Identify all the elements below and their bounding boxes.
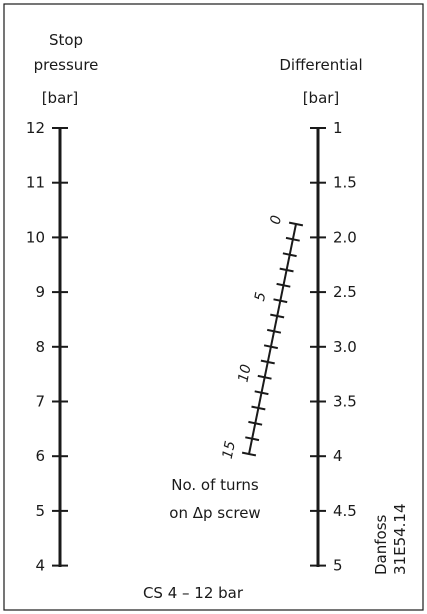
stop-pressure-tick-label: 4	[35, 557, 45, 575]
differential-title: Differential	[279, 56, 362, 74]
turns-tick	[282, 252, 297, 258]
turns-tick	[270, 313, 285, 319]
turns-line	[248, 223, 297, 455]
differential-tick-label: 3.5	[333, 393, 357, 411]
stop-pressure-tick-label: 6	[35, 447, 45, 465]
turns-label: 15	[220, 440, 239, 461]
turns-tick	[257, 374, 272, 380]
turns-tick	[254, 390, 269, 396]
turns-scale: 0 5 10 15	[220, 214, 304, 461]
turns-label: 0	[268, 214, 285, 226]
differential-tick-label: 3.0	[333, 338, 357, 356]
side-label-line1: Danfoss	[372, 514, 390, 575]
differential-tick-label: 2.5	[333, 283, 357, 301]
stop-pressure-tick-label: 12	[26, 119, 45, 137]
turns-tick	[285, 236, 300, 242]
stop-pressure-tick-label: 9	[35, 283, 45, 301]
turns-label: 10	[235, 363, 254, 384]
differential-tick-label: 4	[333, 447, 343, 465]
differential-unit: [bar]	[303, 89, 340, 107]
footer-label: CS 4 – 12 bar	[143, 584, 244, 602]
turns-tick	[276, 282, 291, 288]
turns-tick	[251, 405, 266, 411]
differential-tick-label: 1.5	[333, 174, 357, 192]
turns-tick	[245, 436, 260, 442]
stop-pressure-tick-label: 10	[26, 228, 45, 246]
stop-pressure-unit: [bar]	[42, 89, 79, 107]
stop-pressure-title-line2: pressure	[34, 56, 99, 74]
frame	[3, 3, 424, 611]
stop-pressure-tick-label: 8	[35, 338, 45, 356]
differential-tick-label: 1	[333, 119, 343, 137]
stop-pressure-title-line1: Stop	[49, 31, 83, 49]
turns-tick	[273, 298, 288, 304]
turns-label: 5	[252, 291, 269, 303]
turns-tick	[260, 359, 275, 365]
turns-caption-line2: on Δp screw	[169, 504, 260, 522]
side-label-line2: 31E54.14	[391, 503, 409, 575]
differential-ticks: 1 1.5 2.0 2.5 3.0 3.5 4 4.5 5	[310, 119, 357, 575]
differential-tick-label: 5	[333, 557, 343, 575]
turns-tick	[288, 221, 304, 227]
turns-tick	[279, 267, 294, 273]
turns-caption-line1: No. of turns	[171, 476, 259, 494]
turns-tick	[263, 344, 279, 350]
stop-pressure-tick-label: 5	[35, 502, 45, 520]
turns-tick	[248, 420, 263, 426]
differential-tick-label: 4.5	[333, 502, 357, 520]
differential-tick-label: 2.0	[333, 228, 357, 246]
stop-pressure-ticks: 12 11 10 9 8 7 6 5 4	[26, 119, 68, 575]
stop-pressure-tick-label: 7	[35, 393, 45, 411]
turns-tick	[266, 328, 282, 334]
stop-pressure-tick-label: 11	[26, 174, 45, 192]
turns-tick	[241, 451, 257, 457]
